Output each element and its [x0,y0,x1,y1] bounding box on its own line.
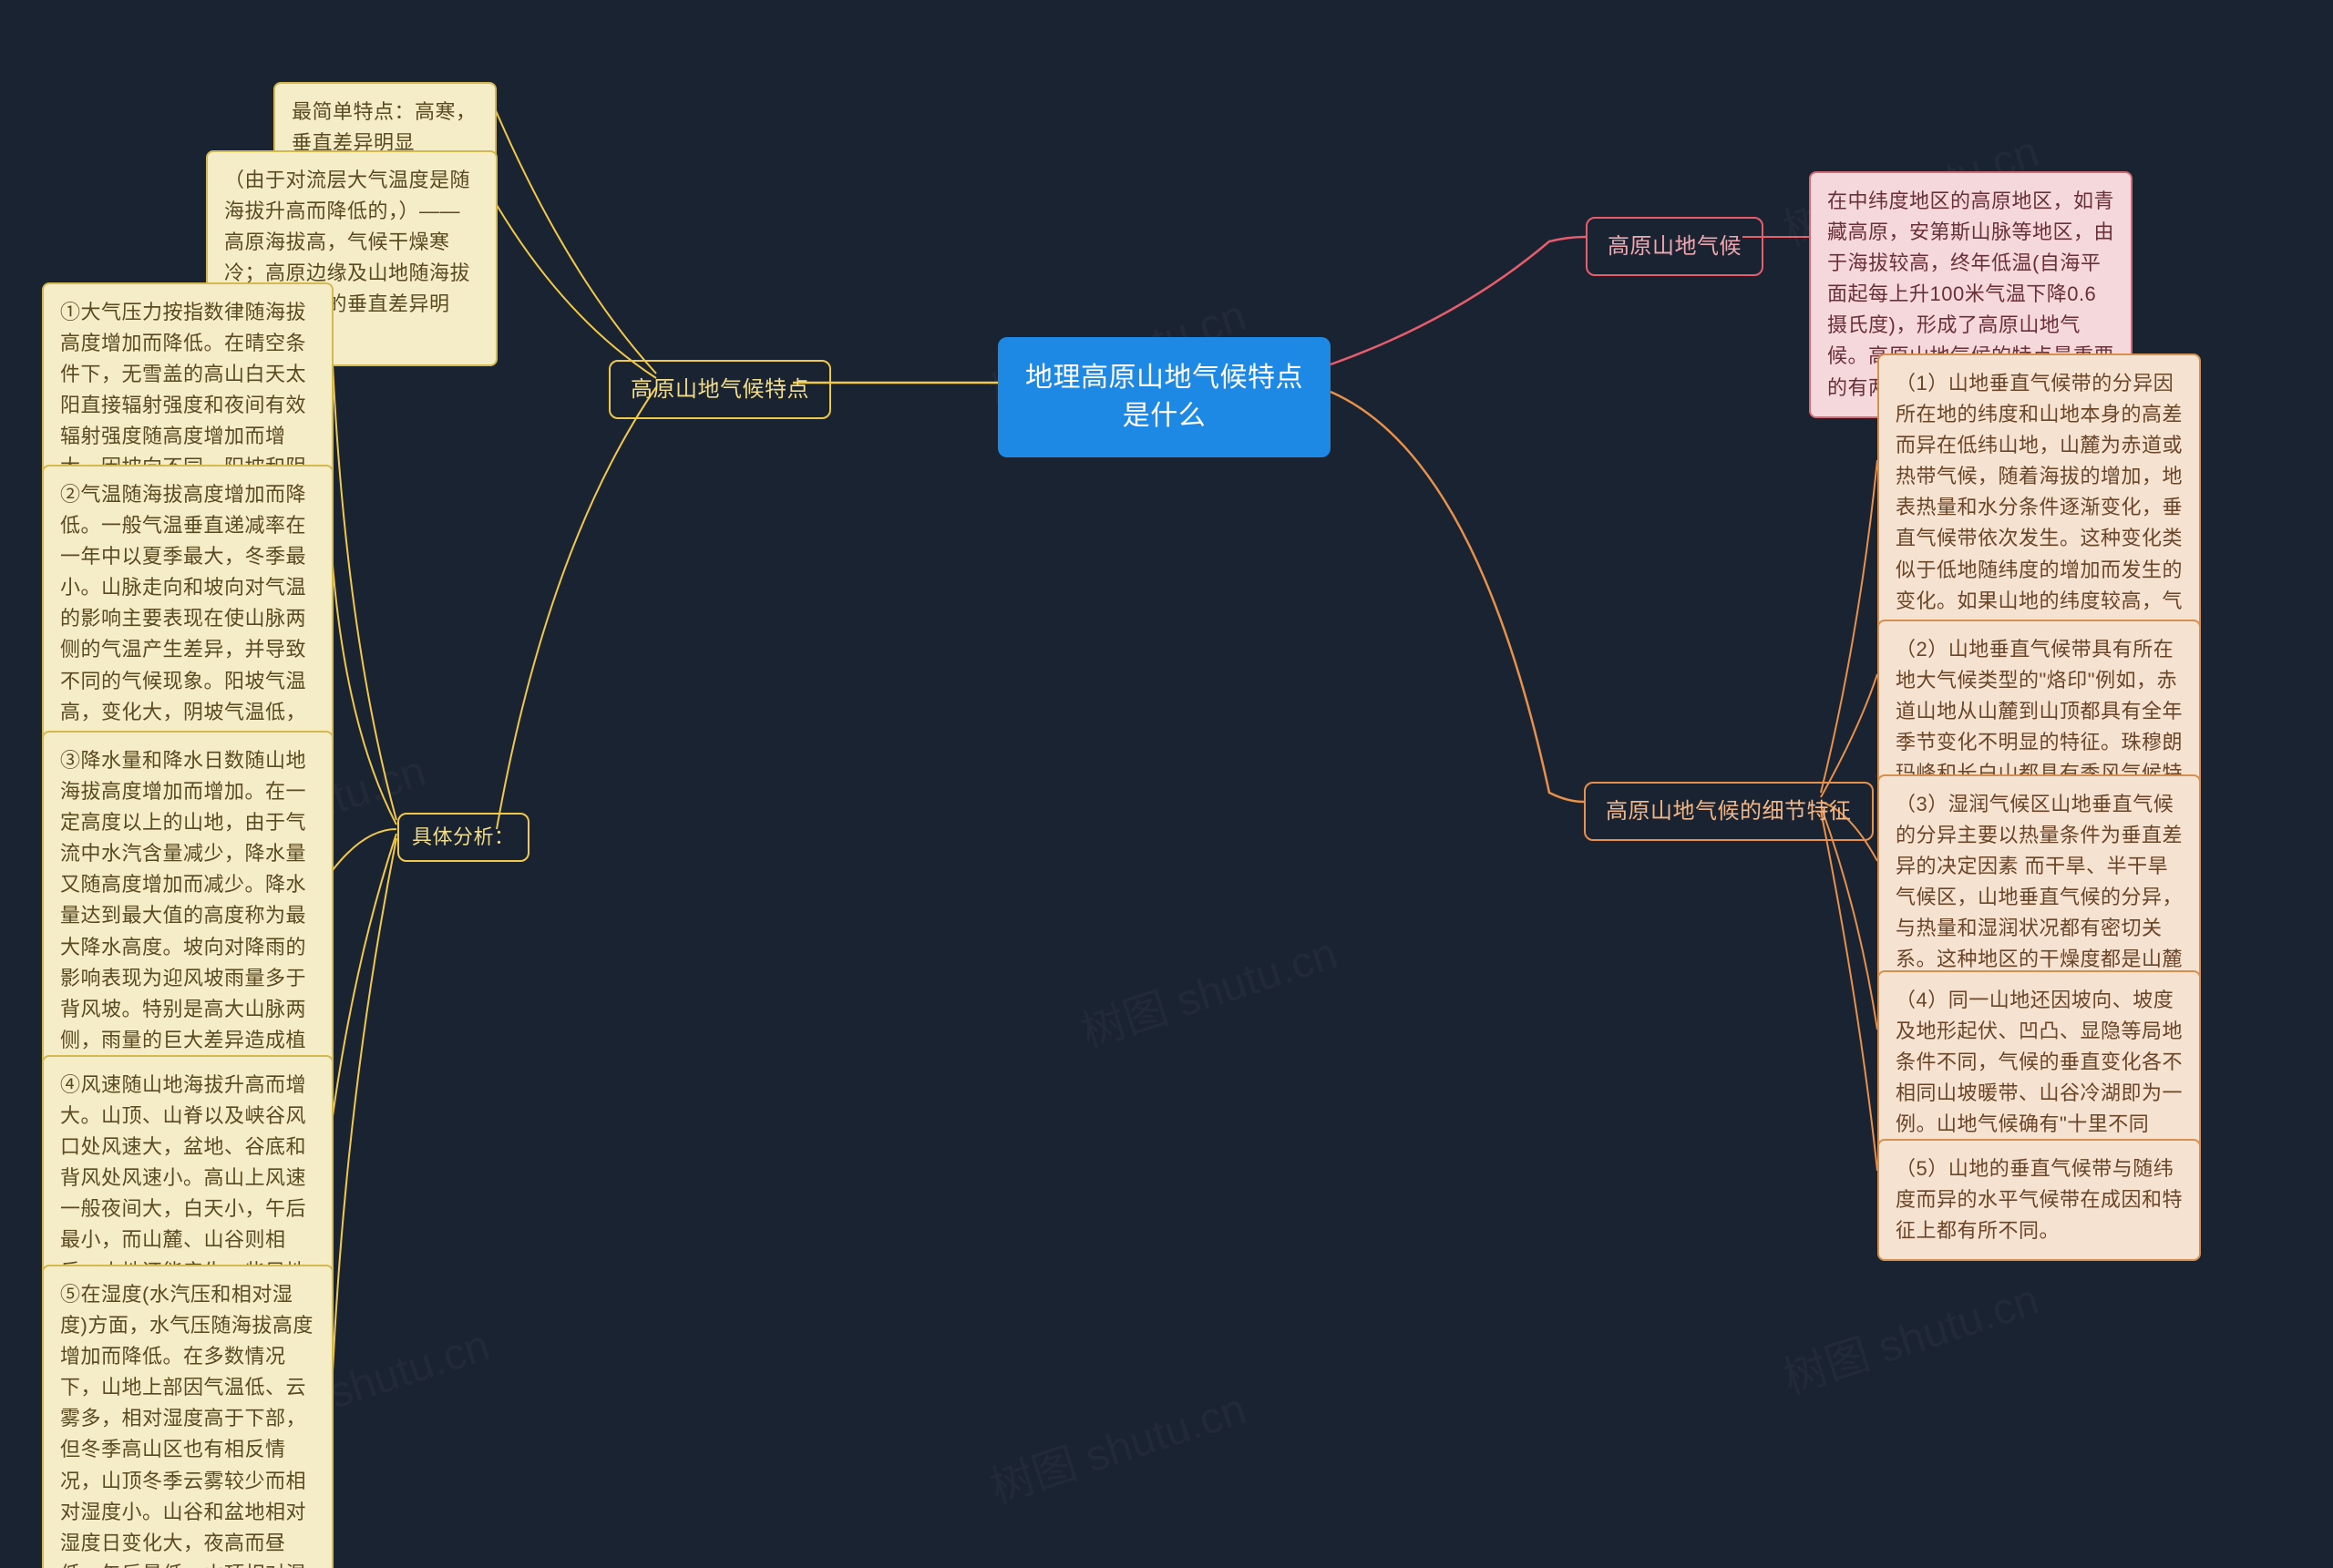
branch-analysis[interactable]: 具体分析： [397,813,529,862]
branch-left[interactable]: 高原山地气候特点 [609,360,831,419]
leaf-right-bottom-5[interactable]: （5）山地的垂直气候带与随纬度而异的水平气候带在成因和特征上都有所不同。 [1877,1139,2201,1261]
mindmap-canvas: 树图 shutu.cn 树图 shutu.cn 树图 shutu.cn 树图 s… [0,0,2333,1568]
leaf-analysis-5[interactable]: ⑤在湿度(水汽压和相对湿度)方面，水气压随海拔高度增加而降低。在多数情况下，山地… [42,1265,334,1568]
root-node[interactable]: 地理高原山地气候特点是什么 [998,337,1331,457]
watermark: 树图 shutu.cn [1773,1264,2045,1406]
watermark: 树图 shutu.cn [1072,917,1343,1060]
branch-right-bottom[interactable]: 高原山地气候的细节特征 [1584,782,1874,841]
branch-right-top[interactable]: 高原山地气候 [1586,217,1763,276]
watermark: 树图 shutu.cn [981,1373,1252,1515]
